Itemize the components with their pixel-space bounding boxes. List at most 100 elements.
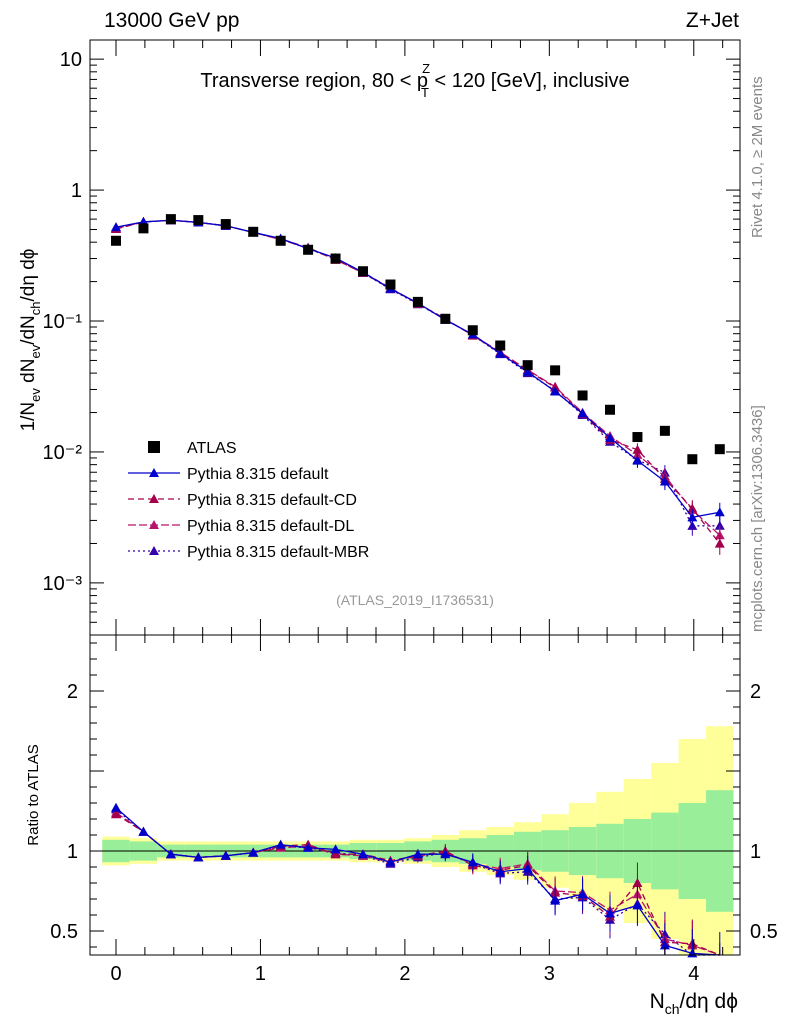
data-point-4 [220, 219, 231, 230]
data-point-12 [440, 313, 451, 324]
series-point-default-17 [577, 408, 588, 418]
lower-ytick-label-0.5: 0.5 [50, 921, 78, 943]
lower-ytick-label-right-0.5: 0.5 [750, 921, 778, 943]
ratio-point-default-4 [220, 850, 231, 860]
lower-ytick-label-2: 2 [67, 681, 78, 703]
lower-ytick-label-right-1: 1 [750, 841, 761, 863]
data-point-8 [330, 253, 341, 264]
ratio-point-default-14 [495, 866, 506, 876]
ratio-point-default-20 [659, 940, 670, 950]
legend-marker-triangle [149, 520, 159, 529]
series-point-default-14 [495, 348, 506, 358]
series-point-default-19 [632, 455, 643, 465]
ratio-point-default-13 [467, 857, 478, 867]
series-point-default-20 [659, 476, 670, 486]
ratio-point-cd-19 [632, 878, 643, 887]
legend-label: Pythia 8.315 default-DL [187, 518, 354, 535]
legend-label: Pythia 8.315 default-MBR [187, 544, 369, 561]
process-label: Z+Jet [686, 9, 739, 32]
lower-frame [89, 634, 741, 956]
series-point-default-18 [605, 432, 615, 442]
x-tick-label-3: 3 [544, 963, 555, 985]
data-point-21 [687, 454, 698, 465]
lower-panel: 2 2 1 1 0.5 0.5 Ratio to ATLAS [25, 634, 778, 958]
ratio-point-default-19 [632, 900, 643, 910]
ratio-point-default-5 [248, 847, 259, 857]
series-point-cd-22 [714, 538, 725, 548]
legend-label: Pythia 8.315 default [187, 466, 329, 483]
series-point-default-22 [714, 507, 725, 517]
ratio-point-default-0 [111, 802, 121, 812]
data-point-18 [605, 404, 615, 415]
energy-label: 13000 GeV pp [104, 9, 239, 32]
series-line-dl [115, 219, 721, 536]
data-point-17 [577, 390, 588, 401]
x-tick-label-2: 2 [399, 963, 410, 985]
lower-ylabel: Ratio to ATLAS [25, 744, 42, 845]
x-axis-label: Nch/dη dϕ [650, 990, 738, 1017]
lower-ytick-label-right-2: 2 [750, 681, 761, 703]
ratio-point-default-8 [330, 844, 341, 854]
legend-label: ATLAS [187, 440, 237, 457]
ratio-point-default-11 [412, 849, 423, 859]
data-point-10 [385, 279, 396, 290]
ratio-point-default-10 [385, 857, 396, 867]
x-tick-label-4: 4 [688, 963, 699, 985]
series-point-default-16 [550, 386, 561, 396]
data-point-1 [138, 223, 149, 234]
legend-item-atlas: ATLAS [148, 440, 237, 457]
data-point-20 [659, 425, 670, 436]
x-tick-label-0: 0 [110, 963, 121, 985]
x-tick-label-1: 1 [255, 963, 266, 985]
ratio-point-default-6 [275, 839, 286, 849]
legend-item-default-cd: Pythia 8.315 default-CD [128, 492, 357, 509]
legend-item-default-mbr: Pythia 8.315 default-MBR [128, 544, 369, 561]
series-point-default-21 [687, 512, 698, 522]
ratio-point-default-9 [358, 849, 368, 859]
upper-ytick-label--2: 10⁻² [43, 442, 83, 464]
data-point-14 [495, 340, 506, 351]
lower-ytick-label-1: 1 [67, 841, 78, 863]
data-point-19 [632, 432, 643, 443]
data-point-6 [275, 235, 286, 246]
data-point-9 [358, 266, 368, 277]
ratio-point-default-12 [440, 849, 451, 859]
data-point-2 [165, 214, 176, 225]
ratio-point-default-17 [577, 889, 588, 899]
upper-ytick-label--3: 10⁻³ [43, 573, 83, 595]
legend-marker-square [148, 441, 160, 453]
legend-item-default-dl: Pythia 8.315 default-DL [128, 518, 354, 535]
analysis-tag: (ATLAS_2019_I1736531) [336, 592, 494, 608]
ratio-point-default-2 [165, 849, 176, 859]
series-point-mbr-22 [714, 520, 725, 530]
data-point-22 [714, 444, 725, 455]
data-point-0 [111, 235, 121, 246]
ratio-point-default-7 [303, 842, 314, 852]
legend-item-default: Pythia 8.315 default [128, 466, 329, 483]
upper-panel: 10⁻³ 10⁻² 10⁻¹ 1 10 Transverse region, 80 < … [18, 39, 741, 636]
series-point-cd-19 [632, 444, 643, 454]
upper-ylabel: 1/Nev dNev/dNch/dη dϕ [18, 249, 43, 432]
legend-label: Pythia 8.315 default-CD [187, 492, 357, 509]
legend-marker-triangle [149, 468, 159, 477]
data-point-11 [412, 296, 423, 307]
ratio-point-default-3 [193, 852, 204, 862]
upper-ytick-label-0: 1 [71, 180, 82, 202]
series-point-default-0 [111, 222, 121, 232]
legend-marker-triangle [149, 546, 159, 555]
data-point-13 [467, 325, 478, 336]
ratio-point-default-1 [138, 826, 149, 836]
data-point-5 [248, 226, 259, 237]
data-point-16 [550, 365, 561, 376]
ratio-point-cd-8 [330, 849, 341, 859]
upper-ytick-label-1: 10 [60, 49, 82, 71]
mcplots-note: mcplots.cern.ch [arXiv:1306.3436] [749, 405, 766, 632]
legend-marker-triangle [149, 494, 159, 503]
series-point-default-15 [522, 366, 533, 376]
series-point-cd-21 [687, 503, 698, 513]
ratio-point-default-16 [550, 895, 561, 905]
data-point-3 [193, 215, 204, 226]
ratio-point-default-15 [522, 863, 533, 873]
ratio-point-default-18 [605, 908, 615, 918]
